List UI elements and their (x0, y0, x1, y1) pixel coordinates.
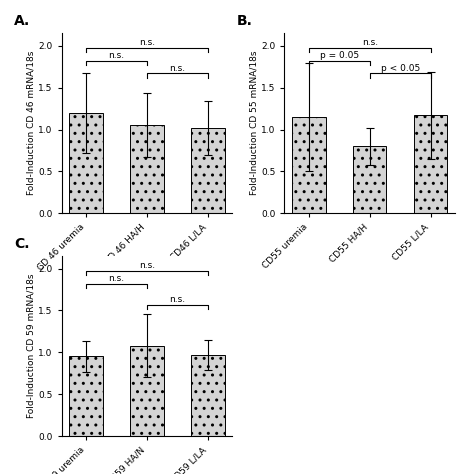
Bar (69, 356, 103, 436)
Y-axis label: Fold-Induction CD 55 mRNA/18s: Fold-Induction CD 55 mRNA/18s (249, 51, 258, 195)
Bar (292, 117, 326, 213)
Text: n.s.: n.s. (109, 274, 125, 283)
Bar (414, 115, 447, 213)
Bar (69, 113, 103, 213)
Bar (353, 146, 386, 213)
Text: n.s.: n.s. (109, 51, 125, 60)
Text: n.s.: n.s. (139, 261, 155, 270)
Text: n.s.: n.s. (169, 295, 185, 304)
Bar (191, 355, 225, 436)
Text: B.: B. (237, 14, 253, 28)
Bar (130, 125, 164, 213)
Bar (191, 128, 225, 213)
Bar (130, 346, 164, 436)
Text: n.s.: n.s. (362, 38, 378, 47)
Text: p < 0.05: p < 0.05 (381, 64, 420, 73)
Y-axis label: Fold-Induction CD 59 mRNA/18s: Fold-Induction CD 59 mRNA/18s (27, 274, 36, 418)
Text: n.s.: n.s. (139, 38, 155, 47)
Text: p = 0.05: p = 0.05 (320, 51, 359, 60)
Y-axis label: Fold-Induction CD 46 mRNA/18s: Fold-Induction CD 46 mRNA/18s (27, 51, 36, 195)
Text: A.: A. (14, 14, 30, 28)
Text: C.: C. (14, 237, 30, 251)
Text: n.s.: n.s. (169, 64, 185, 73)
